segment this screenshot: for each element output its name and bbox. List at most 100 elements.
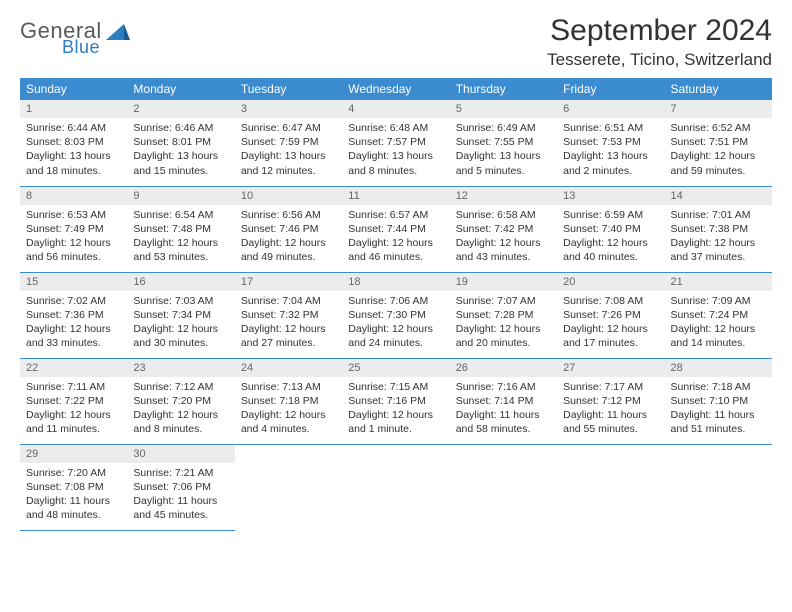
day-details: Sunrise: 7:02 AMSunset: 7:36 PMDaylight:… (20, 291, 127, 357)
calendar-cell: 24Sunrise: 7:13 AMSunset: 7:18 PMDayligh… (235, 358, 342, 444)
day-number: 23 (127, 359, 234, 377)
sunset-text: Sunset: 7:06 PM (133, 480, 228, 494)
header: General Blue September 2024 Tesserete, T… (20, 14, 772, 70)
day-number: 4 (342, 100, 449, 118)
sunrise-text: Sunrise: 7:15 AM (348, 380, 443, 394)
calendar-cell: 10Sunrise: 6:56 AMSunset: 7:46 PMDayligh… (235, 186, 342, 272)
sunset-text: Sunset: 7:40 PM (563, 222, 658, 236)
daylight-text: Daylight: 13 hours and 5 minutes. (456, 149, 551, 177)
day-number: 17 (235, 273, 342, 291)
day-number: 24 (235, 359, 342, 377)
sunrise-text: Sunrise: 6:57 AM (348, 208, 443, 222)
day-details: Sunrise: 7:08 AMSunset: 7:26 PMDaylight:… (557, 291, 664, 357)
sunrise-text: Sunrise: 6:56 AM (241, 208, 336, 222)
daylight-text: Daylight: 12 hours and 40 minutes. (563, 236, 658, 264)
day-number: 1 (20, 100, 127, 118)
calendar-cell: 19Sunrise: 7:07 AMSunset: 7:28 PMDayligh… (450, 272, 557, 358)
day-details: Sunrise: 7:15 AMSunset: 7:16 PMDaylight:… (342, 377, 449, 443)
day-details: Sunrise: 6:47 AMSunset: 7:59 PMDaylight:… (235, 118, 342, 184)
day-number: 13 (557, 187, 664, 205)
sunset-text: Sunset: 7:14 PM (456, 394, 551, 408)
day-number: 15 (20, 273, 127, 291)
sunrise-text: Sunrise: 6:44 AM (26, 121, 121, 135)
sunset-text: Sunset: 7:30 PM (348, 308, 443, 322)
daylight-text: Daylight: 12 hours and 4 minutes. (241, 408, 336, 436)
day-number: 6 (557, 100, 664, 118)
calendar-cell (665, 444, 772, 530)
calendar-body: 1Sunrise: 6:44 AMSunset: 8:03 PMDaylight… (20, 100, 772, 530)
sunrise-text: Sunrise: 7:09 AM (671, 294, 766, 308)
sunset-text: Sunset: 7:59 PM (241, 135, 336, 149)
sunrise-text: Sunrise: 7:01 AM (671, 208, 766, 222)
sunset-text: Sunset: 7:46 PM (241, 222, 336, 236)
daylight-text: Daylight: 11 hours and 51 minutes. (671, 408, 766, 436)
calendar-cell: 29Sunrise: 7:20 AMSunset: 7:08 PMDayligh… (20, 444, 127, 530)
sunset-text: Sunset: 7:48 PM (133, 222, 228, 236)
calendar-cell (235, 444, 342, 530)
day-number: 19 (450, 273, 557, 291)
daylight-text: Daylight: 12 hours and 8 minutes. (133, 408, 228, 436)
sunrise-text: Sunrise: 6:58 AM (456, 208, 551, 222)
sunrise-text: Sunrise: 7:17 AM (563, 380, 658, 394)
sunrise-text: Sunrise: 6:48 AM (348, 121, 443, 135)
day-number: 12 (450, 187, 557, 205)
day-details: Sunrise: 7:18 AMSunset: 7:10 PMDaylight:… (665, 377, 772, 443)
calendar-cell: 1Sunrise: 6:44 AMSunset: 8:03 PMDaylight… (20, 100, 127, 186)
daylight-text: Daylight: 11 hours and 45 minutes. (133, 494, 228, 522)
day-number: 28 (665, 359, 772, 377)
daylight-text: Daylight: 13 hours and 2 minutes. (563, 149, 658, 177)
calendar-cell: 7Sunrise: 6:52 AMSunset: 7:51 PMDaylight… (665, 100, 772, 186)
sunset-text: Sunset: 7:22 PM (26, 394, 121, 408)
calendar-week: 29Sunrise: 7:20 AMSunset: 7:08 PMDayligh… (20, 444, 772, 530)
sunset-text: Sunset: 7:49 PM (26, 222, 121, 236)
daylight-text: Daylight: 12 hours and 56 minutes. (26, 236, 121, 264)
calendar-cell: 4Sunrise: 6:48 AMSunset: 7:57 PMDaylight… (342, 100, 449, 186)
sunset-text: Sunset: 7:36 PM (26, 308, 121, 322)
calendar-cell: 15Sunrise: 7:02 AMSunset: 7:36 PMDayligh… (20, 272, 127, 358)
sunrise-text: Sunrise: 6:52 AM (671, 121, 766, 135)
sunrise-text: Sunrise: 6:59 AM (563, 208, 658, 222)
calendar-cell (557, 444, 664, 530)
daylight-text: Daylight: 13 hours and 12 minutes. (241, 149, 336, 177)
day-number: 5 (450, 100, 557, 118)
day-details: Sunrise: 6:48 AMSunset: 7:57 PMDaylight:… (342, 118, 449, 184)
daylight-text: Daylight: 12 hours and 49 minutes. (241, 236, 336, 264)
calendar-cell: 11Sunrise: 6:57 AMSunset: 7:44 PMDayligh… (342, 186, 449, 272)
weekday-row: SundayMondayTuesdayWednesdayThursdayFrid… (20, 78, 772, 100)
sunrise-text: Sunrise: 6:53 AM (26, 208, 121, 222)
calendar-cell: 26Sunrise: 7:16 AMSunset: 7:14 PMDayligh… (450, 358, 557, 444)
sunset-text: Sunset: 7:20 PM (133, 394, 228, 408)
weekday-header: Friday (557, 78, 664, 100)
calendar-week: 8Sunrise: 6:53 AMSunset: 7:49 PMDaylight… (20, 186, 772, 272)
sunset-text: Sunset: 7:42 PM (456, 222, 551, 236)
calendar-table: SundayMondayTuesdayWednesdayThursdayFrid… (20, 78, 772, 531)
day-number: 25 (342, 359, 449, 377)
calendar-cell (450, 444, 557, 530)
daylight-text: Daylight: 11 hours and 55 minutes. (563, 408, 658, 436)
sunrise-text: Sunrise: 7:03 AM (133, 294, 228, 308)
day-details: Sunrise: 7:04 AMSunset: 7:32 PMDaylight:… (235, 291, 342, 357)
daylight-text: Daylight: 12 hours and 14 minutes. (671, 322, 766, 350)
calendar-cell: 2Sunrise: 6:46 AMSunset: 8:01 PMDaylight… (127, 100, 234, 186)
calendar-cell: 22Sunrise: 7:11 AMSunset: 7:22 PMDayligh… (20, 358, 127, 444)
calendar-cell: 21Sunrise: 7:09 AMSunset: 7:24 PMDayligh… (665, 272, 772, 358)
sunset-text: Sunset: 7:44 PM (348, 222, 443, 236)
day-number: 30 (127, 445, 234, 463)
sunset-text: Sunset: 7:51 PM (671, 135, 766, 149)
sunset-text: Sunset: 7:28 PM (456, 308, 551, 322)
daylight-text: Daylight: 12 hours and 37 minutes. (671, 236, 766, 264)
sunrise-text: Sunrise: 7:06 AM (348, 294, 443, 308)
day-details: Sunrise: 6:49 AMSunset: 7:55 PMDaylight:… (450, 118, 557, 184)
sunset-text: Sunset: 7:12 PM (563, 394, 658, 408)
calendar-cell: 6Sunrise: 6:51 AMSunset: 7:53 PMDaylight… (557, 100, 664, 186)
calendar-cell: 12Sunrise: 6:58 AMSunset: 7:42 PMDayligh… (450, 186, 557, 272)
sunrise-text: Sunrise: 6:51 AM (563, 121, 658, 135)
sunset-text: Sunset: 7:55 PM (456, 135, 551, 149)
day-number: 8 (20, 187, 127, 205)
daylight-text: Daylight: 12 hours and 1 minute. (348, 408, 443, 436)
sunset-text: Sunset: 7:32 PM (241, 308, 336, 322)
calendar-cell: 8 Sunrise: 6:53 AMSunset: 7:49 PMDaylight… (20, 186, 127, 272)
daylight-text: Daylight: 13 hours and 18 minutes. (26, 149, 121, 177)
sunset-text: Sunset: 7:16 PM (348, 394, 443, 408)
calendar-week: 15Sunrise: 7:02 AMSunset: 7:36 PMDayligh… (20, 272, 772, 358)
